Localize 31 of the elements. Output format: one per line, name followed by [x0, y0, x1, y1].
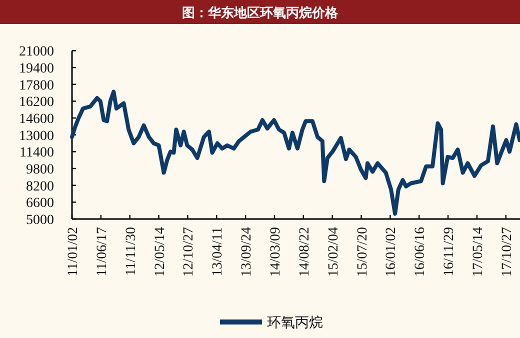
x-tick-label: 12/10/27 — [182, 227, 197, 277]
x-tick-label: 12/05/14 — [152, 227, 168, 277]
x-tick-label: 16/06/16 — [413, 227, 428, 277]
y-tick-label: 16200 — [19, 95, 54, 110]
y-tick-label: 17800 — [19, 78, 54, 94]
y-tick-label: 14600 — [19, 112, 54, 128]
x-tick-label: 16/01/02 — [384, 227, 400, 277]
chart-title: 图：华东地区环氧丙烷价格 — [182, 5, 339, 21]
x-tick-label: 11/06/17 — [94, 227, 110, 276]
legend-label: 环氧丙烷 — [267, 315, 323, 331]
x-tick-label: 14/03/09 — [268, 227, 284, 277]
x-tick-label: 16/11/29 — [442, 227, 458, 276]
x-tick-label: 13/09/24 — [240, 227, 255, 277]
title-bar: 图：华东地区环氧丙烷价格 — [0, 0, 520, 24]
x-tick-label: 17/10/27 — [500, 227, 515, 277]
x-tick-label: 13/04/11 — [210, 227, 226, 276]
y-tick-label: 6600 — [26, 196, 54, 212]
y-tick-label: 13000 — [19, 128, 54, 144]
y-tick-label: 9800 — [26, 162, 54, 178]
x-tick-label: 15/02/04 — [326, 227, 342, 277]
x-tick-label: 11/11/30 — [124, 227, 139, 276]
x-tick-label: 15/07/20 — [355, 227, 370, 277]
y-tick-label: 5000 — [26, 213, 54, 228]
legend: 环氧丙烷 — [220, 316, 323, 331]
y-tick-label: 19400 — [19, 62, 54, 77]
y-tick-label: 8200 — [26, 179, 54, 194]
x-tick-label: 11/01/02 — [66, 227, 81, 276]
y-tick-label: 21000 — [19, 44, 54, 60]
x-tick-label: 17/05/14 — [470, 227, 486, 277]
y-tick-label: 11400 — [20, 146, 54, 161]
x-tick-label: 14/08/22 — [297, 227, 312, 277]
